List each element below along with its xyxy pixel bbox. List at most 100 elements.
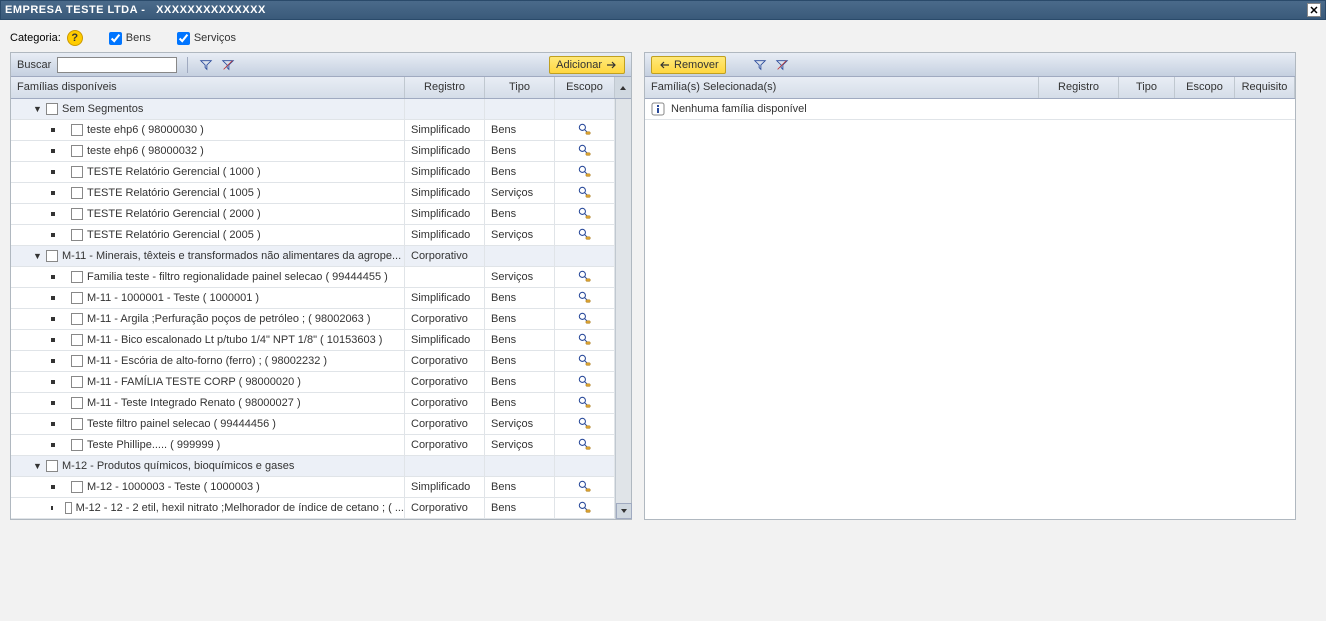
tree-item-row[interactable]: TESTE Relatório Gerencial ( 1000 )Simpli… [11,162,631,183]
item-escopo[interactable] [555,414,615,434]
item-checkbox[interactable] [71,166,83,178]
servicos-checkbox-wrapper[interactable]: Serviços [177,32,236,45]
item-escopo[interactable] [555,288,615,308]
item-escopo[interactable] [555,183,615,203]
filter-icon-right[interactable] [752,57,768,73]
tree-item-row[interactable]: M-11 - FAMÍLIA TESTE CORP ( 98000020 )Co… [11,372,631,393]
group-checkbox[interactable] [46,250,58,262]
filter-icon[interactable] [198,57,214,73]
search-input[interactable] [57,57,177,73]
item-escopo[interactable] [555,435,615,455]
scope-icon[interactable] [578,270,592,284]
scope-icon[interactable] [578,207,592,221]
remove-button[interactable]: Remover [651,56,726,74]
item-checkbox[interactable] [71,145,83,157]
scope-icon[interactable] [578,228,592,242]
item-checkbox[interactable] [71,313,83,325]
tree-item-row[interactable]: M-12 - 12 - 2 etil, hexil nitrato ;Melho… [11,498,631,519]
item-escopo[interactable] [555,141,615,161]
header-registro: Registro [405,77,485,98]
scope-icon[interactable] [578,165,592,179]
item-checkbox[interactable] [71,292,83,304]
item-escopo[interactable] [555,393,615,413]
tree-group-row[interactable]: ▼M-12 - Produtos químicos, bioquímicos e… [11,456,631,477]
tree-item-row[interactable]: M-11 - Escória de alto-forno (ferro) ; (… [11,351,631,372]
scroll-down-button[interactable] [616,503,632,519]
tree-group-row[interactable]: ▼Sem Segmentos [11,99,631,120]
scope-icon[interactable] [578,333,592,347]
item-checkbox[interactable] [71,439,83,451]
bens-checkbox[interactable] [109,32,122,45]
tree-item-row[interactable]: teste ehp6 ( 98000032 )SimplificadoBens [11,141,631,162]
item-checkbox[interactable] [71,418,83,430]
servicos-checkbox[interactable] [177,32,190,45]
item-checkbox[interactable] [71,271,83,283]
scope-icon[interactable] [578,438,592,452]
item-checkbox[interactable] [65,502,71,514]
scope-icon[interactable] [578,480,592,494]
close-button[interactable]: ✕ [1307,3,1321,17]
item-checkbox[interactable] [71,481,83,493]
item-escopo[interactable] [555,225,615,245]
scope-icon[interactable] [578,291,592,305]
item-checkbox[interactable] [71,229,83,241]
scope-icon[interactable] [578,354,592,368]
tree-item-row[interactable]: Familia teste - filtro regionalidade pai… [11,267,631,288]
add-button-label: Adicionar [556,59,602,71]
item-checkbox[interactable] [71,124,83,136]
add-button[interactable]: Adicionar [549,56,625,74]
item-checkbox[interactable] [71,187,83,199]
group-checkbox[interactable] [46,460,58,472]
tree-item-row[interactable]: TESTE Relatório Gerencial ( 2000 )Simpli… [11,204,631,225]
help-icon[interactable]: ? [67,30,83,46]
item-tipo: Bens [485,477,555,497]
filter-clear-icon[interactable] [220,57,236,73]
tree-item-row[interactable]: TESTE Relatório Gerencial ( 1005 )Simpli… [11,183,631,204]
item-checkbox[interactable] [71,397,83,409]
scope-icon[interactable] [578,144,592,158]
item-escopo[interactable] [555,372,615,392]
item-escopo[interactable] [555,498,615,518]
item-registro: Simplificado [405,141,485,161]
scrollbar[interactable] [615,99,631,519]
collapse-toggle[interactable]: ▼ [33,105,42,114]
tree-group-row[interactable]: ▼ M-11 - Minerais, têxteis e transformado… [11,246,631,267]
tree-item-row[interactable]: M-11 - Bico escalonado Lt p/tubo 1/4" NP… [11,330,631,351]
scope-icon[interactable] [578,186,592,200]
item-checkbox[interactable] [71,208,83,220]
scroll-up-button[interactable] [615,77,631,98]
tree-item-row[interactable]: M-12 - 1000003 - Teste ( 1000003 )Simpli… [11,477,631,498]
item-checkbox[interactable] [71,355,83,367]
item-label: Teste Phillipe..... ( 999999 ) [87,439,220,451]
item-checkbox[interactable] [71,334,83,346]
scope-icon[interactable] [578,417,592,431]
group-checkbox[interactable] [46,103,58,115]
filter-clear-icon-right[interactable] [774,57,790,73]
item-escopo[interactable] [555,204,615,224]
item-escopo[interactable] [555,267,615,287]
item-escopo[interactable] [555,330,615,350]
tree-item-row[interactable]: Teste filtro painel selecao ( 99444456 )… [11,414,631,435]
tree-item-row[interactable]: M-11 - 1000001 - Teste ( 1000001 )Simpli… [11,288,631,309]
collapse-toggle[interactable]: ▼ [33,252,42,261]
item-escopo[interactable] [555,309,615,329]
scope-icon[interactable] [578,312,592,326]
tree-item-row[interactable]: TESTE Relatório Gerencial ( 2005 )Simpli… [11,225,631,246]
collapse-toggle[interactable]: ▼ [33,462,42,471]
scope-icon[interactable] [578,375,592,389]
bens-checkbox-wrapper[interactable]: Bens [109,32,151,45]
item-checkbox[interactable] [71,376,83,388]
item-escopo[interactable] [555,162,615,182]
item-escopo[interactable] [555,477,615,497]
group-label: M-11 - Minerais, têxteis e transformados… [62,250,401,262]
scope-icon[interactable] [578,501,592,515]
tree-item-row[interactable]: teste ehp6 ( 98000030 )SimplificadoBens [11,120,631,141]
tree-item-row[interactable]: M-11 - Teste Integrado Renato ( 98000027… [11,393,631,414]
tree-item-row[interactable]: Teste Phillipe..... ( 999999 )Corporativ… [11,435,631,456]
item-escopo[interactable] [555,351,615,371]
scope-icon[interactable] [578,123,592,137]
item-escopo[interactable] [555,120,615,140]
tree-item-row[interactable]: M-11 - Argila ;Perfuração poços de petró… [11,309,631,330]
scope-icon[interactable] [578,396,592,410]
right-toolbar: Remover [645,53,1295,77]
